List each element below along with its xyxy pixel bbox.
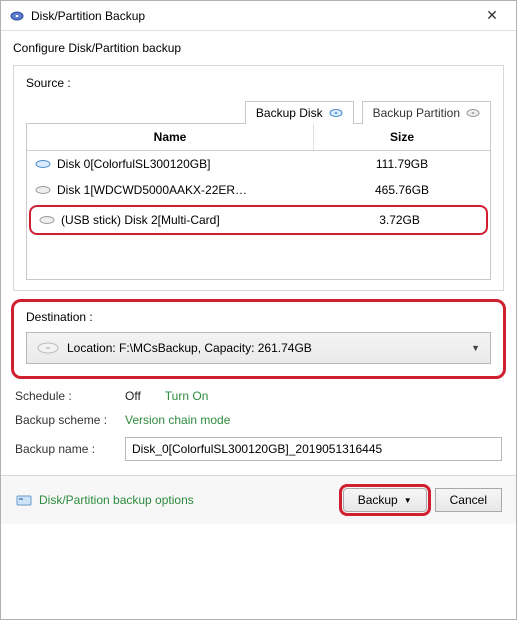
options-icon xyxy=(15,491,33,509)
backup-button[interactable]: Backup ▼ xyxy=(343,488,427,512)
destination-label: Destination : xyxy=(26,310,491,324)
backup-options-label: Disk/Partition backup options xyxy=(39,493,194,507)
col-name[interactable]: Name xyxy=(27,124,314,150)
caret-down-icon: ▼ xyxy=(404,496,412,505)
page-subtitle: Configure Disk/Partition backup xyxy=(1,31,516,61)
row-name: Disk 0[ColorfulSL300120GB] xyxy=(57,157,210,171)
chevron-down-icon: ▼ xyxy=(471,343,480,353)
backup-name-row: Backup name : xyxy=(15,437,502,461)
title-bar: Disk/Partition Backup ✕ xyxy=(1,1,516,31)
scheme-value-link[interactable]: Version chain mode xyxy=(125,413,230,427)
destination-section: Destination : Location: F:\MCsBackup, Ca… xyxy=(11,299,506,379)
table-empty-space xyxy=(27,237,490,279)
source-tabs: Backup Disk Backup Partition xyxy=(26,101,491,124)
disk-icon xyxy=(35,159,51,169)
table-header: Name Size xyxy=(27,124,490,151)
table-row-highlighted[interactable]: (USB stick) Disk 2[Multi-Card] 3.72GB xyxy=(29,205,488,235)
window-title: Disk/Partition Backup xyxy=(31,9,472,23)
source-table: Name Size Disk 0[ColorfulSL300120GB] 111… xyxy=(26,123,491,280)
row-size: 111.79GB xyxy=(314,155,490,173)
disk-icon xyxy=(329,106,343,120)
destination-dropdown[interactable]: Location: F:\MCsBackup, Capacity: 261.74… xyxy=(26,332,491,364)
table-row[interactable]: Disk 1[WDCWD5000AAKX-22ER… 465.76GB xyxy=(27,177,490,203)
app-icon xyxy=(9,8,25,24)
disk-icon xyxy=(39,215,55,225)
tab-backup-partition[interactable]: Backup Partition xyxy=(362,101,491,124)
schedule-turn-on-link[interactable]: Turn On xyxy=(165,389,209,403)
row-name: (USB stick) Disk 2[Multi-Card] xyxy=(61,213,220,227)
close-button[interactable]: ✕ xyxy=(472,2,512,30)
schedule-label: Schedule : xyxy=(15,389,117,403)
table-row[interactable]: Disk 0[ColorfulSL300120GB] 111.79GB xyxy=(27,151,490,177)
schedule-row: Schedule : Off Turn On xyxy=(15,389,502,403)
drive-icon xyxy=(37,341,59,355)
cancel-button[interactable]: Cancel xyxy=(435,488,502,512)
cancel-button-label: Cancel xyxy=(450,493,487,507)
backup-name-input[interactable] xyxy=(125,437,502,461)
scheme-label: Backup scheme : xyxy=(15,413,117,427)
tab-backup-disk-label: Backup Disk xyxy=(256,106,323,120)
main-panel: Source : Backup Disk Backup Partition Na… xyxy=(13,65,504,291)
footer: Disk/Partition backup options Backup ▼ C… xyxy=(1,475,516,524)
partition-icon xyxy=(466,106,480,120)
backup-options-link[interactable]: Disk/Partition backup options xyxy=(15,491,335,509)
row-name: Disk 1[WDCWD5000AAKX-22ER… xyxy=(57,183,247,197)
backup-button-label: Backup xyxy=(358,493,398,507)
row-size: 465.76GB xyxy=(314,181,490,199)
close-icon: ✕ xyxy=(486,7,498,24)
col-size[interactable]: Size xyxy=(314,124,490,150)
backup-name-label: Backup name : xyxy=(15,442,117,456)
tab-backup-partition-label: Backup Partition xyxy=(373,106,460,120)
disk-icon xyxy=(35,185,51,195)
scheme-row: Backup scheme : Version chain mode xyxy=(15,413,502,427)
source-label: Source : xyxy=(26,76,491,90)
tab-backup-disk[interactable]: Backup Disk xyxy=(245,101,354,124)
schedule-status: Off xyxy=(125,389,141,403)
row-size: 3.72GB xyxy=(313,211,486,229)
destination-text: Location: F:\MCsBackup, Capacity: 261.74… xyxy=(67,341,312,355)
